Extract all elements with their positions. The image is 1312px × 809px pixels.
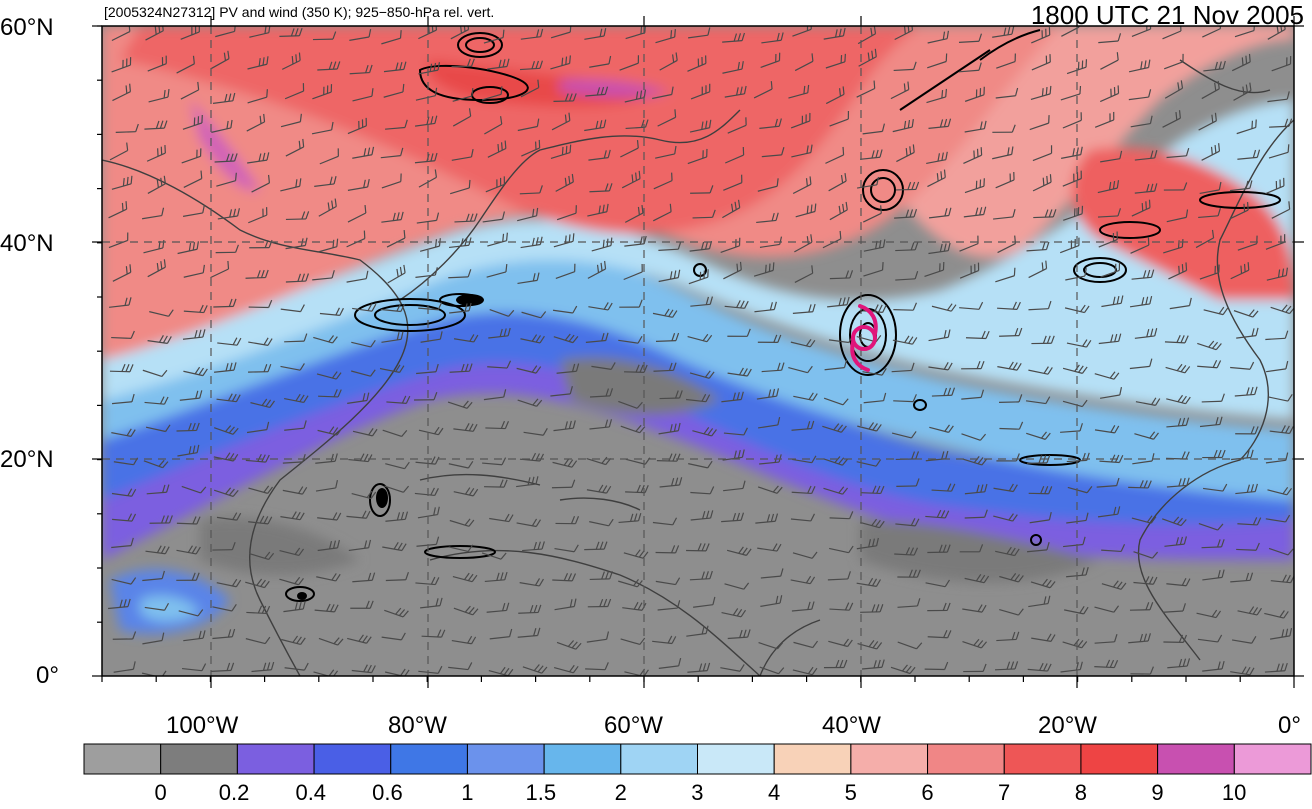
colorbar — [84, 744, 1311, 774]
colorbar-swatch — [391, 744, 468, 774]
colorbar-tick-label: 0.6 — [372, 780, 403, 806]
colorbar-swatch — [1081, 744, 1158, 774]
colorbar-tick-label: 9 — [1151, 780, 1163, 806]
colorbar-tick-label: 0 — [154, 780, 166, 806]
lon-label: 60°W — [604, 712, 663, 740]
colorbar-swatch — [161, 744, 238, 774]
lon-label: 80°W — [388, 712, 447, 740]
colorbar-swatch — [928, 744, 1005, 774]
colorbar-tick-label: 0.2 — [219, 780, 250, 806]
colorbar-swatch — [84, 744, 161, 774]
colorbar-swatch — [314, 744, 391, 774]
lon-label: 20°W — [1038, 712, 1097, 740]
plot-title-left: [2005324N27312] PV and wind (350 K); 925… — [104, 4, 494, 20]
colorbar-tick-label: 6 — [921, 780, 933, 806]
lat-label: 60°N — [0, 14, 54, 42]
lon-label: 40°W — [822, 712, 881, 740]
colorbar-tick-label: 5 — [845, 780, 857, 806]
colorbar-tick-label: 1.5 — [526, 780, 557, 806]
colorbar-swatch — [1234, 744, 1311, 774]
lon-label: 0° — [1278, 712, 1301, 740]
colorbar-tick-label: 3 — [691, 780, 703, 806]
lon-label: 100°W — [166, 712, 238, 740]
colorbar-tick-label: 10 — [1222, 780, 1246, 806]
colorbar-swatch — [621, 744, 698, 774]
colorbar-tick-label: 8 — [1075, 780, 1087, 806]
lat-label: 20°N — [0, 446, 54, 474]
colorbar-tick-label: 2 — [615, 780, 627, 806]
colorbar-swatch — [1004, 744, 1081, 774]
lat-label: 0° — [36, 662, 59, 690]
colorbar-swatch — [1158, 744, 1235, 774]
colorbar-swatch — [698, 744, 775, 774]
colorbar-swatch — [774, 744, 851, 774]
lat-label: 40°N — [0, 230, 54, 258]
colorbar-tick-label: 1 — [461, 780, 473, 806]
colorbar-tick-label: 0.4 — [295, 780, 326, 806]
pv-field — [102, 26, 1294, 676]
colorbar-tick-label: 7 — [998, 780, 1010, 806]
colorbar-swatch — [544, 744, 621, 774]
colorbar-swatch — [467, 744, 544, 774]
colorbar-swatch — [237, 744, 314, 774]
plot-title-right: 1800 UTC 21 Nov 2005 — [1031, 0, 1304, 31]
colorbar-swatch — [851, 744, 928, 774]
colorbar-tick-label: 4 — [768, 780, 780, 806]
